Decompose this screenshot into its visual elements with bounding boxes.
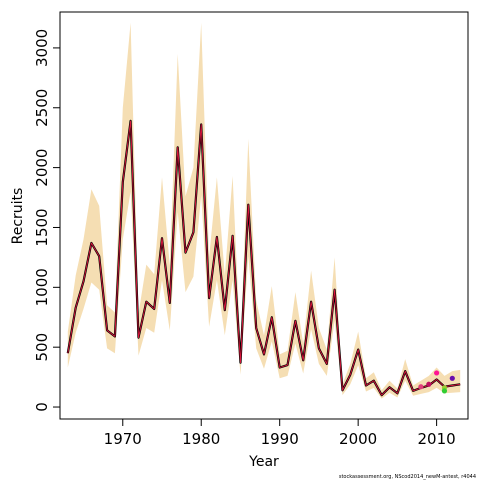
y-tick-label: 500: [33, 333, 51, 362]
x-axis: 1970 1980 1990 2000 2010: [104, 418, 456, 448]
retro-point: [418, 384, 424, 390]
retro-point: [449, 375, 455, 381]
y-tick-label: 3000: [33, 29, 51, 67]
retro-points-layer: [418, 370, 455, 394]
x-tick-label: 1970: [104, 430, 142, 448]
retro-point: [441, 388, 448, 394]
x-tick-label: 2000: [339, 430, 377, 448]
confidence-band-layer: [67, 22, 461, 399]
series-line-layer: [66, 119, 461, 397]
y-axis: 0 500 1000 1500 2000 2500 3000: [33, 29, 61, 412]
y-tick-label: 1000: [33, 268, 51, 306]
y-tick-label: 0: [33, 402, 51, 412]
x-tick-label: 2010: [418, 430, 456, 448]
retro-point: [426, 381, 432, 387]
y-tick-label: 2000: [33, 149, 51, 187]
x-tick-label: 1980: [182, 430, 220, 448]
x-axis-title: Year: [248, 454, 279, 470]
x-tick-label: 1990: [261, 430, 299, 448]
footnote-text: stockassessment.org, NScod2014_newM-ante…: [339, 474, 476, 480]
y-axis-title: Recruits: [10, 188, 26, 245]
y-tick-label: 1500: [33, 208, 51, 246]
y-tick-label: 2500: [33, 89, 51, 127]
confidence-band: [67, 22, 461, 399]
retro-point: [434, 370, 440, 376]
retro-line: [67, 120, 461, 396]
